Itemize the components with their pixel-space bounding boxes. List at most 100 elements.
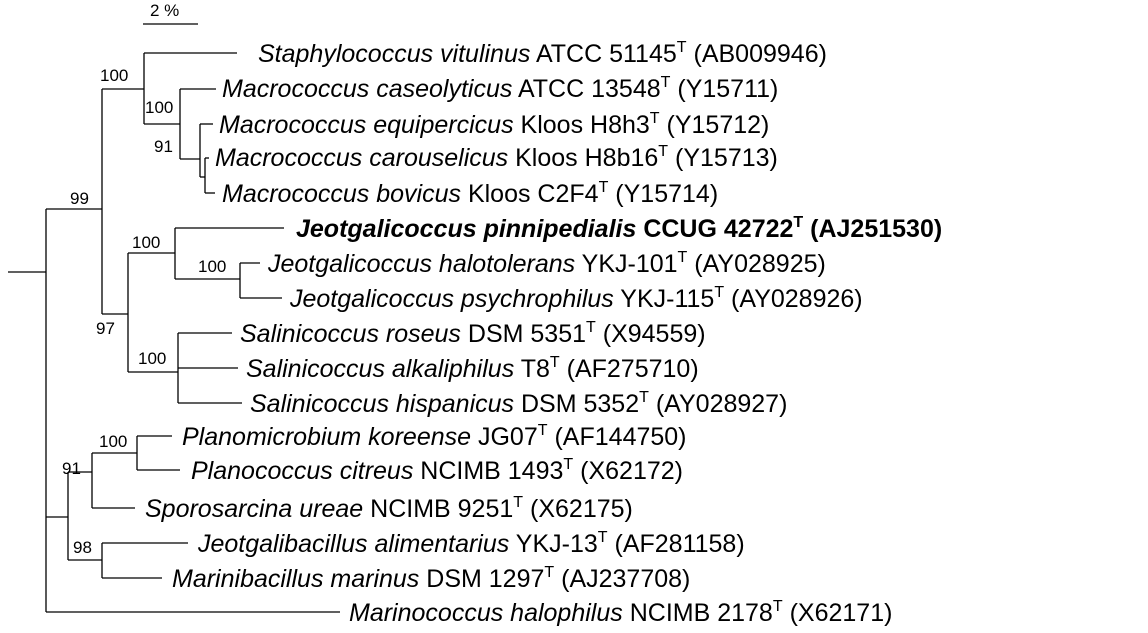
taxon-species: Macrococcus caseolyticus <box>222 75 512 103</box>
type-strain-mark: T <box>550 354 560 371</box>
bootstrap-value: 91 <box>62 459 81 478</box>
taxon-species: Jeotgalicoccus pinnipedialis <box>296 215 636 243</box>
taxon-strain: NCIMB 1493 <box>420 457 563 485</box>
bootstrap-value: 100 <box>145 98 173 117</box>
type-strain-mark: T <box>658 143 668 160</box>
taxon-label: Planomicrobium koreense JG07T (AF144750) <box>182 422 687 451</box>
taxon-accession: (X62175) <box>530 495 633 523</box>
taxon-label: Salinicoccus alkaliphilus T8T (AF275710) <box>246 354 699 383</box>
taxon-species: Marinococcus halophilus <box>349 599 623 627</box>
taxon-species: Planococcus citreus <box>191 457 413 485</box>
taxon-label: Macrococcus caseolyticus ATCC 13548T (Y1… <box>222 74 778 103</box>
bootstrap-value: 100 <box>100 66 128 85</box>
type-strain-mark: T <box>639 389 649 406</box>
taxon-accession: (AF281158) <box>615 530 745 558</box>
taxon-species: Jeotgalicoccus halotolerans <box>267 250 575 278</box>
type-strain-mark: T <box>677 39 687 56</box>
taxon-label: Macrococcus bovicus Kloos C2F4T (Y15714) <box>222 179 718 208</box>
type-strain-mark: T <box>513 494 523 511</box>
type-strain-mark: T <box>598 529 608 546</box>
taxon-accession: (Y15714) <box>615 180 718 208</box>
bootstrap-value: 100 <box>132 233 160 252</box>
taxon-species: Jeotgalicoccus psychrophilus <box>289 285 614 313</box>
taxon-label: Sporosarcina ureae NCIMB 9251T (X62175) <box>145 494 633 523</box>
taxon-strain: YKJ-101 <box>582 250 678 278</box>
bootstrap-value: 99 <box>70 189 89 208</box>
bootstrap-value: 91 <box>154 137 173 156</box>
taxon-label: Jeotgalibacillus alimentarius YKJ-13T (A… <box>197 529 745 558</box>
type-strain-mark: T <box>544 564 554 581</box>
taxon-strain: Kloos H8b16 <box>515 144 658 172</box>
type-strain-mark: T <box>793 214 803 231</box>
taxon-label: Salinicoccus hispanicus DSM 5352T (AY028… <box>250 389 787 418</box>
taxon-labels: Staphylococcus vitulinus ATCC 51145T (AB… <box>145 39 942 627</box>
bootstrap-value: 98 <box>73 538 92 557</box>
bootstrap-value: 100 <box>138 349 166 368</box>
taxon-strain: T8 <box>521 355 550 383</box>
taxon-strain: Kloos C2F4 <box>468 180 599 208</box>
taxon-label: Marinococcus halophilus NCIMB 2178T (X62… <box>349 598 892 627</box>
type-strain-mark: T <box>563 456 573 473</box>
taxon-accession: (AY028927) <box>656 390 788 418</box>
taxon-accession: (X62171) <box>790 599 893 627</box>
taxon-species: Sporosarcina ureae <box>145 495 363 523</box>
taxon-strain: ATCC 51145 <box>536 40 677 68</box>
taxon-label: Macrococcus equipercicus Kloos H8h3T (Y1… <box>219 110 769 139</box>
taxon-accession: (Y15711) <box>677 75 778 103</box>
taxon-label: Macrococcus carouselicus Kloos H8b16T (Y… <box>215 143 778 172</box>
taxon-strain: DSM 1297 <box>426 565 544 593</box>
bootstrap-value: 100 <box>99 432 127 451</box>
bootstrap-values: 100 100 91 99 100 100 97 100 100 91 98 <box>62 66 226 557</box>
taxon-strain: DSM 5352 <box>521 390 639 418</box>
taxon-strain: YKJ-115 <box>620 285 714 313</box>
taxon-accession: (X62172) <box>580 457 683 485</box>
taxon-label: Salinicoccus roseus DSM 5351T (X94559) <box>240 319 706 348</box>
type-strain-mark: T <box>538 422 548 439</box>
taxon-label: Staphylococcus vitulinus ATCC 51145T (AB… <box>258 39 827 68</box>
taxon-accession: (AY028925) <box>694 250 826 278</box>
taxon-species: Planomicrobium koreense <box>182 423 471 451</box>
taxon-accession: (Y15712) <box>667 111 770 139</box>
taxon-species: Marinibacillus marinus <box>172 565 419 593</box>
taxon-strain: CCUG 42722 <box>643 215 793 243</box>
type-strain-mark: T <box>773 598 783 615</box>
tree-branches <box>8 52 340 613</box>
taxon-accession: (AB009946) <box>694 40 827 68</box>
taxon-label-highlighted: Jeotgalicoccus pinnipedialis CCUG 42722T… <box>296 214 942 243</box>
scale-bar-label: 2 % <box>150 1 179 20</box>
type-strain-mark: T <box>650 110 660 127</box>
taxon-label: Jeotgalicoccus halotolerans YKJ-101T (AY… <box>267 249 826 278</box>
type-strain-mark: T <box>678 249 688 266</box>
taxon-strain: NCIMB 9251 <box>370 495 513 523</box>
taxon-strain: DSM 5351 <box>468 320 586 348</box>
type-strain-mark: T <box>714 284 724 301</box>
taxon-strain: YKJ-13 <box>516 530 598 558</box>
taxon-accession: (AJ237708) <box>561 565 690 593</box>
taxon-accession: (AF144750) <box>554 423 686 451</box>
taxon-accession: (AF275710) <box>567 355 699 383</box>
scale-bar: 2 % <box>143 1 198 25</box>
taxon-label: Jeotgalicoccus psychrophilus YKJ-115T (A… <box>289 284 863 313</box>
taxon-strain: ATCC 13548 <box>518 75 661 103</box>
taxon-species: Salinicoccus hispanicus <box>250 390 514 418</box>
taxon-strain: Kloos H8h3 <box>521 111 650 139</box>
taxon-species: Macrococcus bovicus <box>222 180 461 208</box>
taxon-accession: (AJ251530) <box>810 215 942 243</box>
bootstrap-value: 100 <box>198 257 226 276</box>
taxon-accession: (Y15713) <box>675 144 778 172</box>
taxon-species: Jeotgalibacillus alimentarius <box>197 530 509 558</box>
taxon-strain: JG07 <box>478 423 538 451</box>
type-strain-mark: T <box>599 179 609 196</box>
taxon-strain: NCIMB 2178 <box>630 599 773 627</box>
taxon-species: Salinicoccus roseus <box>240 320 461 348</box>
type-strain-mark: T <box>661 74 671 91</box>
type-strain-mark: T <box>586 319 596 336</box>
taxon-accession: (X94559) <box>603 320 706 348</box>
taxon-species: Macrococcus equipercicus <box>219 111 514 139</box>
bootstrap-value: 97 <box>96 319 115 338</box>
taxon-species: Staphylococcus vitulinus <box>258 40 530 68</box>
taxon-species: Macrococcus carouselicus <box>215 144 508 172</box>
taxon-accession: (AY028926) <box>731 285 863 313</box>
taxon-label: Planococcus citreus NCIMB 1493T (X62172) <box>191 456 683 485</box>
